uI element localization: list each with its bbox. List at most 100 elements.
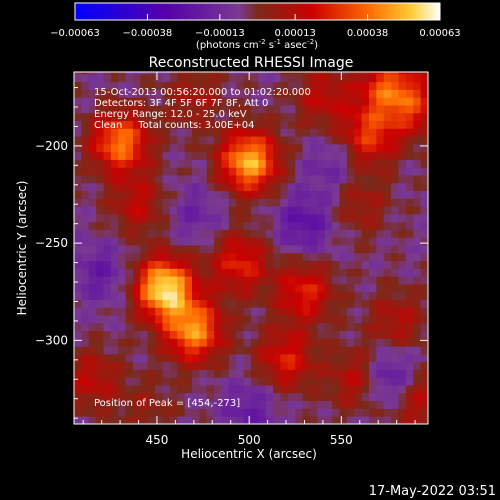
heatmap-cell [169, 276, 178, 285]
heatmap-cell [339, 361, 348, 370]
heatmap-cell [273, 408, 281, 417]
heatmap-cell [169, 105, 178, 114]
heatmap-cell [405, 353, 414, 363]
heatmap-cell [302, 167, 311, 176]
heatmap-cell [398, 416, 407, 424]
heatmap-cell [125, 159, 134, 168]
heatmap-cell [265, 237, 274, 246]
heatmap-cell [258, 400, 267, 409]
heatmap-cell [88, 392, 97, 402]
heatmap-cell [376, 322, 385, 332]
heatmap-cell [317, 167, 326, 176]
heatmap-cell [405, 283, 414, 293]
heatmap-cell [147, 291, 156, 300]
heatmap-cell [258, 353, 267, 363]
heatmap-cell [140, 198, 149, 207]
heatmap-cell [199, 105, 208, 114]
heatmap-cell [420, 276, 428, 285]
heatmap-cell [74, 369, 82, 378]
heatmap-cell [184, 353, 193, 363]
heatmap-cell [354, 315, 363, 324]
heatmap-cell [339, 353, 348, 363]
heatmap-cell [265, 206, 274, 215]
heatmap-cell [332, 221, 340, 230]
heatmap-cell [376, 190, 385, 199]
heatmap-cell [103, 408, 112, 417]
heatmap-cell [236, 400, 245, 409]
heatmap-cell [162, 276, 171, 285]
heatmap-cell [354, 136, 363, 145]
heatmap-cell [125, 260, 134, 269]
heatmap-cell [398, 353, 407, 363]
heatmap-cell [110, 338, 119, 347]
heatmap-cell [310, 136, 318, 145]
heatmap-cell [376, 182, 385, 192]
heatmap-cell [273, 175, 281, 184]
heatmap-cell [140, 190, 149, 199]
heatmap-cell [346, 385, 355, 394]
heatmap-cell [243, 120, 252, 129]
heatmap-cell [221, 151, 230, 160]
heatmap-cell [110, 245, 119, 254]
heatmap-cell [162, 245, 171, 254]
heatmap-cell [88, 229, 97, 238]
heatmap-cell [110, 221, 119, 230]
heatmap-cell [96, 353, 104, 363]
heatmap-cell [354, 252, 363, 262]
heatmap-cell [88, 385, 97, 394]
heatmap-cell [251, 408, 259, 417]
heatmap-cell [81, 346, 90, 355]
heatmap-cell [96, 291, 104, 300]
heatmap-cell [339, 105, 348, 114]
heatmap-cell [243, 377, 252, 386]
heatmap-cell [376, 369, 385, 378]
heatmap-cell [273, 283, 281, 293]
heatmap-cell [103, 245, 112, 254]
heatmap-cell [155, 260, 163, 269]
heatmap-cell [413, 392, 422, 402]
heatmap-cell [74, 190, 82, 199]
heatmap-cell [339, 151, 348, 160]
heatmap-cell [103, 97, 112, 106]
heatmap-cell [369, 198, 377, 207]
heatmap-cell [133, 408, 141, 417]
heatmap-cell [103, 151, 112, 160]
heatmap-cell [162, 283, 171, 293]
heatmap-cell [155, 198, 163, 207]
heatmap-cell [199, 190, 208, 199]
heatmap-cell [258, 97, 267, 106]
heatmap-cell [140, 408, 149, 417]
heatmap-cell [169, 143, 178, 153]
heatmap-cell [391, 408, 399, 417]
heatmap-cell [273, 213, 281, 223]
heatmap-cell [206, 213, 215, 223]
heatmap-cell [81, 260, 90, 269]
heatmap-cell [258, 159, 267, 168]
heatmap-cell [391, 175, 399, 184]
heatmap-cell [214, 213, 222, 223]
heatmap-cell [243, 143, 252, 153]
heatmap-cell [88, 136, 97, 145]
heatmap-cell [339, 182, 348, 192]
heatmap-cell [206, 151, 215, 160]
heatmap-cell [184, 120, 193, 129]
heatmap-cell [162, 206, 171, 215]
heatmap-cell [236, 260, 245, 269]
heatmap-cell [273, 322, 281, 332]
heatmap-cell [118, 385, 127, 394]
heatmap-cell [192, 260, 200, 269]
heatmap-cell [383, 198, 392, 207]
heatmap-cell [147, 408, 156, 417]
heatmap-cell [81, 97, 90, 106]
heatmap-cell [317, 283, 326, 293]
heatmap-cell [140, 221, 149, 230]
heatmap-cell [221, 136, 230, 145]
heatmap-cell [354, 143, 363, 153]
heatmap-cell [192, 190, 200, 199]
heatmap-cell [214, 159, 222, 168]
heatmap-cell [383, 221, 392, 230]
heatmap-cell [81, 291, 90, 300]
heatmap-cell [147, 353, 156, 363]
heatmap-cell [383, 416, 392, 424]
heatmap-cell [147, 229, 156, 238]
